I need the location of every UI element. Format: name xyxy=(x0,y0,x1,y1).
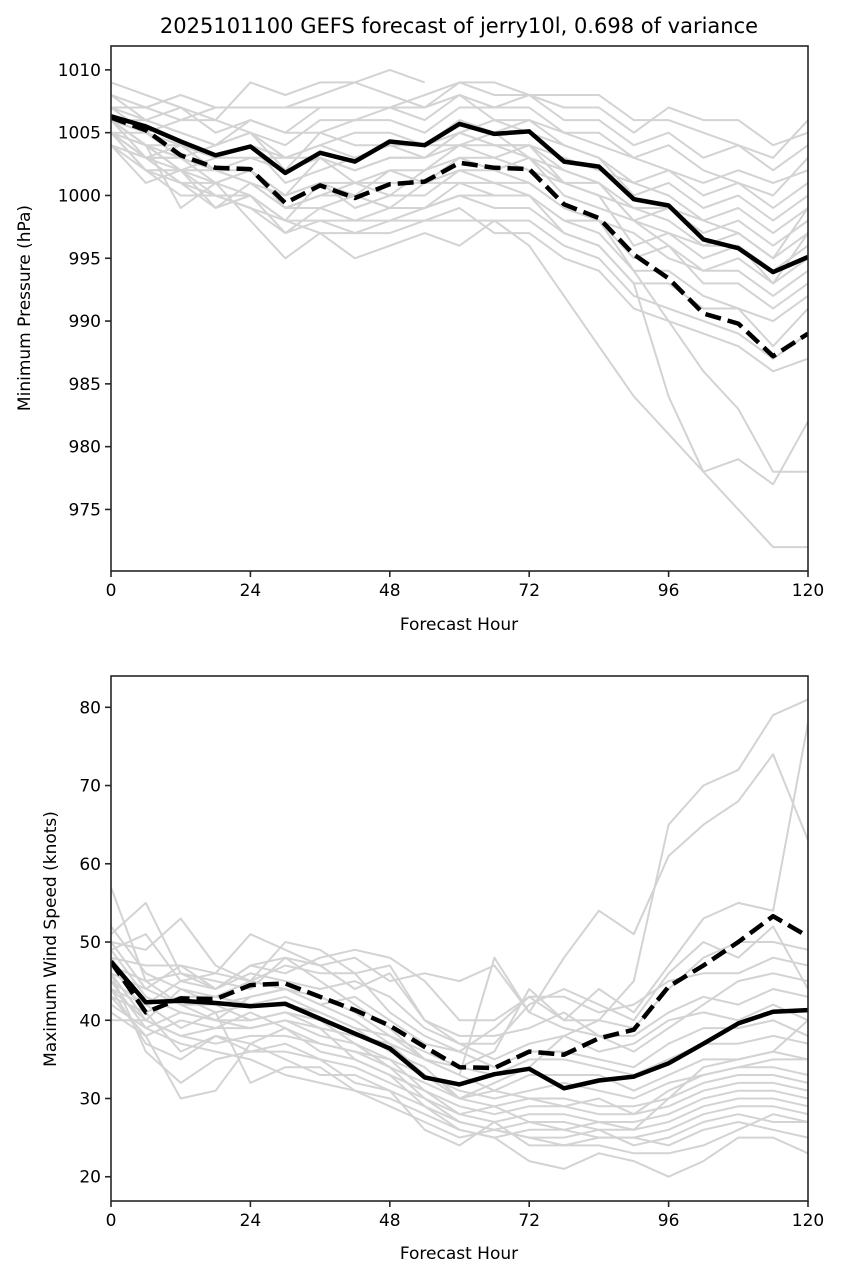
wind-member-line-14 xyxy=(111,988,808,1116)
wind-mean-line xyxy=(111,960,808,1091)
wind-x-tick-label: 0 xyxy=(106,1211,117,1231)
wind-member-line-23 xyxy=(111,988,808,1116)
pressure-member-line-23 xyxy=(111,119,808,260)
wind-members xyxy=(111,698,808,1178)
wind-y-tick-label: 20 xyxy=(79,1168,101,1188)
pressure-y-tick-label: 1000 xyxy=(58,186,101,206)
wind-x-tick-label: 120 xyxy=(792,1211,824,1231)
wind-y-tick-label: 40 xyxy=(79,1011,101,1031)
wind-member-line-21 xyxy=(111,941,808,1155)
pressure-x-tick-label: 24 xyxy=(240,581,262,601)
pressure-member-line-5 xyxy=(111,106,808,184)
wind-x-axis-label: Forecast Hour xyxy=(400,1244,518,1264)
wind-x-tick-label: 24 xyxy=(240,1211,262,1231)
pressure-member-line-22 xyxy=(111,106,808,285)
pressure-plot-frame xyxy=(110,45,809,572)
pressure-y-tick-label: 1005 xyxy=(58,124,101,144)
pressure-member-line-17 xyxy=(111,144,808,360)
pressure-panel: 0 24 48 72 96 120975980985990995100010051010 … xyxy=(15,45,824,635)
wind-member-line-7 xyxy=(111,964,808,1037)
wind-member-line-8 xyxy=(111,972,808,1061)
pressure-mean-line xyxy=(111,114,808,275)
pressure-dashed-line xyxy=(111,115,808,359)
pressure-x-tick-label: 0 xyxy=(106,581,117,601)
wind-series xyxy=(111,913,808,1091)
pressure-member-line-4 xyxy=(111,94,808,197)
wind-member-line-19 xyxy=(111,964,808,1147)
pressure-y-tick-label: 990 xyxy=(69,312,101,332)
wind-y-tick-label: 30 xyxy=(79,1090,101,1110)
wind-x-tick-label: 48 xyxy=(379,1211,401,1231)
wind-x-tick-label: 72 xyxy=(518,1211,540,1231)
pressure-member-line-19 xyxy=(111,119,808,549)
wind-member-line-22 xyxy=(111,972,808,1131)
wind-dashed-line xyxy=(111,913,808,1071)
wind-plot-frame xyxy=(110,675,809,1202)
wind-y-tick-label: 50 xyxy=(79,933,101,953)
pressure-x-tick-label: 120 xyxy=(792,581,824,601)
pressure-y-tick-label: 975 xyxy=(69,500,101,520)
pressure-x-tick-label: 48 xyxy=(379,581,401,601)
wind-y-tick-label: 70 xyxy=(79,777,101,797)
wind-member-line-18 xyxy=(111,980,808,1147)
wind-x-tick-label: 96 xyxy=(658,1211,680,1231)
wind-panel: 0 24 48 72 96 120 20 30 40 50 60 70 80 Forecast Hour… xyxy=(41,675,824,1264)
pressure-series xyxy=(111,114,808,359)
pressure-x-tick-label: 96 xyxy=(658,581,680,601)
pressure-member-line-18 xyxy=(111,132,808,373)
pressure-y-tick-label: 995 xyxy=(69,249,101,269)
wind-y-axis-label: Maximum Wind Speed (knots) xyxy=(41,811,61,1067)
pressure-axes: 0 24 48 72 96 120 975 980 985 990 995 1000 1005 1010 xyxy=(58,45,824,601)
wind-y-tick-label: 80 xyxy=(79,698,101,718)
pressure-y-tick-label: 1010 xyxy=(58,61,101,81)
wind-axes: 0 24 48 72 96 120 20 30 40 50 60 70 80 xyxy=(79,675,824,1231)
wind-member-line-5 xyxy=(111,948,808,1022)
pressure-y-tick-label: 985 xyxy=(69,375,101,395)
wind-member-line-11 xyxy=(111,1003,808,1092)
pressure-member-line-20 xyxy=(111,131,808,486)
pressure-y-axis-label: Minimum Pressure (hPa) xyxy=(15,205,35,411)
pressure-member-line-12 xyxy=(111,144,808,285)
chart-title: 2025101100 GEFS forecast of jerry10l, 0.… xyxy=(160,14,758,38)
pressure-y-tick-label: 980 xyxy=(69,438,101,458)
pressure-member-line-2 xyxy=(111,81,808,147)
wind-y-tick-label: 60 xyxy=(79,855,101,875)
pressure-x-axis-label: Forecast Hour xyxy=(400,615,518,635)
pressure-x-tick-label: 72 xyxy=(518,581,540,601)
